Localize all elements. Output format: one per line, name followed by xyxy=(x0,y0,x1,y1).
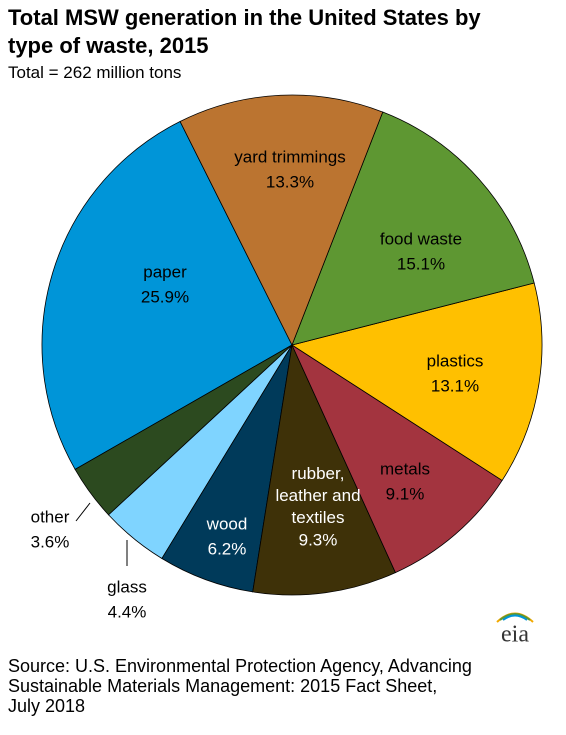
pie-slice xyxy=(41,120,293,470)
value-label: 9.3% xyxy=(299,530,338,549)
value-label: 13.3% xyxy=(266,172,314,191)
chart-title: Total MSW generation in the United State… xyxy=(8,5,481,58)
value-label: 4.4% xyxy=(108,602,147,621)
slice-label: yard trimmings xyxy=(234,147,345,166)
chart-subtitle: Total = 262 million tons xyxy=(8,63,182,82)
pie-slice xyxy=(291,282,543,481)
value-label: 9.1% xyxy=(386,484,425,503)
logo: eia xyxy=(496,612,534,648)
logo-text: eia xyxy=(501,622,529,648)
slice-label: wood xyxy=(206,514,248,533)
pie-slice xyxy=(252,343,396,596)
value-label: 13.1% xyxy=(431,376,479,395)
value-label: 3.6% xyxy=(31,532,70,551)
pie-slice xyxy=(291,111,535,346)
source-note: Source: U.S. Environmental Protection Ag… xyxy=(8,656,472,716)
slice-label: glass xyxy=(107,577,147,596)
value-label: 6.2% xyxy=(208,539,247,558)
slice-label: food waste xyxy=(380,229,462,248)
slice-label: other xyxy=(31,507,70,526)
pie-slice xyxy=(179,94,384,346)
slice-label: plastics xyxy=(427,351,484,370)
slice-label: rubber, leather and textiles xyxy=(275,464,360,527)
slice-label: metals xyxy=(380,459,430,478)
chart: eia yard trimmings 13.3% food waste 15.1% pl… xyxy=(31,94,543,648)
labels: yard trimmings 13.3% food waste 15.1% plasti… xyxy=(31,147,484,621)
leader-line xyxy=(75,502,91,522)
pie-slice xyxy=(291,343,503,574)
value-label: 15.1% xyxy=(397,254,445,273)
value-label: 25.9% xyxy=(141,287,189,306)
slice-label: paper xyxy=(143,262,187,281)
